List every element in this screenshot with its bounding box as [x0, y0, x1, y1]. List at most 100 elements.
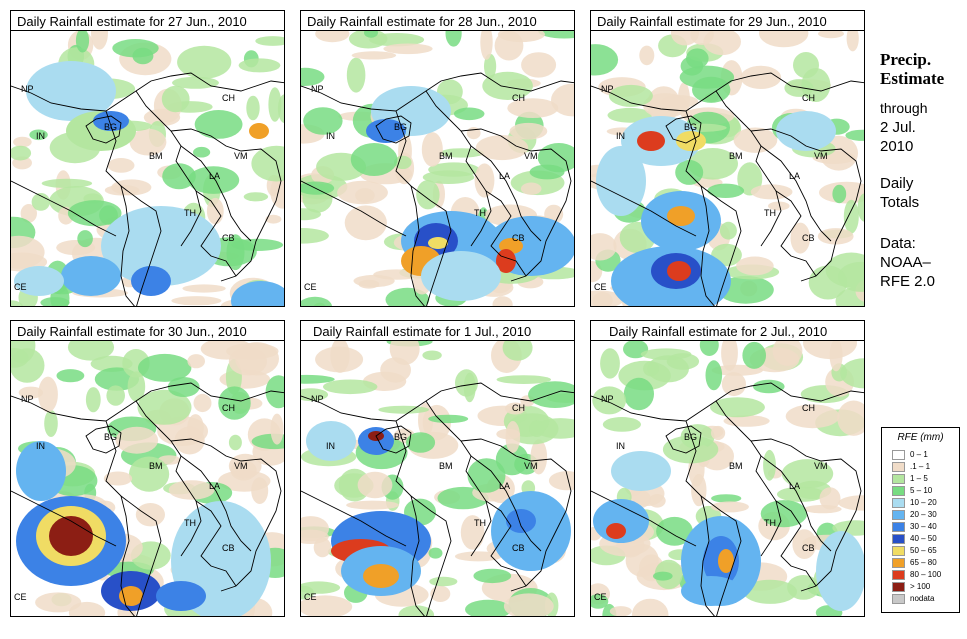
rain-area — [35, 592, 82, 613]
country-label-bg: BG — [394, 122, 408, 132]
country-border — [180, 145, 252, 242]
legend-swatch — [892, 498, 905, 508]
country-border — [750, 128, 862, 282]
legend-item: 80 – 100 — [892, 570, 956, 581]
rain-area — [710, 397, 765, 418]
rain-area — [607, 107, 653, 123]
country-border — [195, 500, 237, 587]
country-label-ch: CH — [512, 403, 525, 413]
rain-area — [817, 228, 854, 245]
rain-area — [416, 180, 440, 210]
rain-area — [398, 605, 435, 616]
rain-area — [11, 341, 36, 364]
rain-area — [137, 389, 192, 425]
rain-area — [661, 95, 699, 108]
rain-area — [315, 346, 364, 373]
rain-area — [429, 576, 458, 587]
panel-title: Daily Rainfall estimate for 1 Jul., 2010 — [300, 320, 575, 341]
country-border — [485, 190, 527, 277]
rain-area — [768, 201, 790, 211]
rain-area — [819, 487, 841, 510]
country-border — [470, 145, 542, 242]
country-label-cb: CB — [802, 233, 815, 243]
rain-area — [177, 45, 232, 79]
rain-area — [270, 413, 284, 445]
legend-item: 30 – 40 — [892, 522, 956, 533]
rain-area — [68, 601, 106, 616]
country-border — [460, 128, 572, 282]
rain-area — [497, 31, 545, 43]
rainfall-map: NP IN BG CH BM VM LA TH CB CE — [300, 30, 575, 307]
rain-area — [643, 361, 659, 377]
rain-area — [723, 415, 770, 427]
legend-item: 0 – 1 — [892, 450, 956, 461]
rain-area — [194, 110, 243, 139]
country-label-th: TH — [474, 518, 486, 528]
map-panel: Daily Rainfall estimate for 27 Jun., 201… — [10, 10, 287, 307]
legend-item: 40 – 50 — [892, 534, 956, 545]
rain-area — [699, 341, 719, 356]
rain-area — [445, 31, 462, 47]
rain-area — [182, 284, 226, 293]
rain-area — [777, 486, 825, 502]
rain-area — [803, 341, 857, 360]
rain-area — [228, 434, 242, 451]
legend-swatch — [892, 510, 905, 520]
rain-cell — [506, 509, 536, 533]
country-label-bm: BM — [729, 461, 743, 471]
country-label-la: LA — [789, 171, 801, 181]
rain-area — [473, 568, 512, 584]
rain-area — [454, 551, 502, 562]
rain-area — [639, 45, 655, 66]
rain-cell — [366, 119, 406, 143]
country-label-cb: CB — [512, 543, 525, 553]
rain-area — [135, 503, 165, 527]
rain-area — [843, 199, 859, 234]
panel-title: Daily Rainfall estimate for 28 Jun., 201… — [300, 10, 575, 31]
legend-label: 65 – 80 — [910, 558, 937, 567]
country-label-la: LA — [209, 171, 221, 181]
rain-area — [528, 420, 545, 437]
rain-area — [422, 170, 475, 184]
rain-area — [187, 414, 204, 442]
rain-area — [840, 358, 864, 389]
map-art — [301, 31, 574, 306]
date-line: 2010 — [880, 138, 914, 155]
legend-swatch — [892, 474, 905, 484]
through-text: through 2 Jul. 2010 — [880, 99, 927, 156]
country-border — [410, 185, 425, 306]
rain-cell — [61, 256, 121, 296]
rain-area — [492, 296, 513, 306]
map-panel: Daily Rainfall estimate for 28 Jun., 201… — [300, 10, 577, 307]
rain-area — [591, 44, 619, 76]
rain-area — [505, 402, 526, 415]
legend-swatch — [892, 570, 905, 580]
country-border — [460, 438, 572, 592]
country-label-in: IN — [36, 131, 45, 141]
data-source-text: Data: NOAA– RFE 2.0 — [880, 234, 935, 291]
rain-area — [538, 31, 574, 39]
country-border — [135, 400, 202, 557]
rain-area — [453, 107, 485, 121]
rain-area — [623, 377, 654, 411]
rain-area — [455, 369, 478, 397]
country-label-cb: CB — [222, 233, 235, 243]
country-label-ce: CE — [14, 282, 27, 292]
rain-area — [591, 594, 609, 609]
country-border — [470, 455, 542, 552]
country-border — [591, 490, 697, 547]
rain-area — [255, 36, 284, 46]
rain-cell — [718, 549, 734, 573]
rain-area — [11, 235, 45, 269]
panel-title: Daily Rainfall estimate for 27 Jun., 201… — [10, 10, 285, 31]
rain-area — [301, 581, 341, 594]
rainfall-map: NP IN BG CH BM VM LA TH CB CE — [10, 340, 285, 617]
rain-area — [845, 129, 864, 141]
map-art — [11, 341, 284, 616]
country-label-np: NP — [601, 394, 614, 404]
country-border — [591, 72, 864, 112]
through-label: through — [880, 100, 928, 116]
rain-area — [301, 595, 353, 616]
rain-area — [243, 192, 269, 202]
country-border — [591, 382, 864, 422]
